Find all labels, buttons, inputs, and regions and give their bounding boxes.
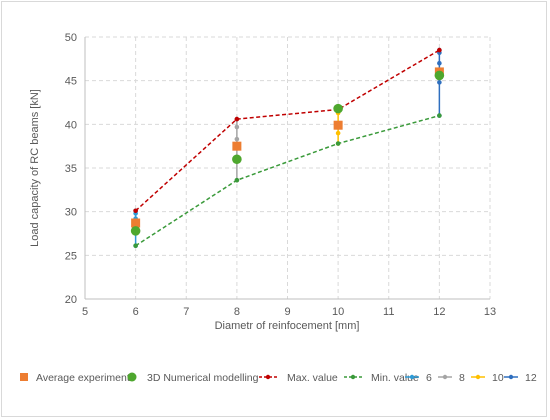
data-point [234, 177, 240, 183]
data-point [437, 60, 442, 66]
legend-label: 10 [492, 372, 504, 384]
data-point [437, 80, 442, 85]
data-point [234, 116, 240, 122]
data-point [232, 154, 242, 165]
x-axis-label: Diametr of reinfocement [mm] [215, 320, 360, 332]
data-point [437, 47, 442, 53]
y-tick-label: 35 [65, 163, 77, 175]
series-line [135, 49, 440, 212]
data-point [133, 208, 138, 214]
legend-label: 12 [525, 372, 537, 384]
data-point [131, 218, 141, 228]
data-point [130, 226, 141, 236]
x-tick-label: 8 [234, 306, 240, 318]
y-tick-label: 20 [65, 294, 77, 306]
legend-label: Average experiments [36, 372, 135, 384]
legend-item: 12 [504, 372, 537, 384]
series-12 [437, 47, 442, 118]
legend-label: 3D Numerical modelling [147, 372, 259, 384]
legend-item: 10 [471, 372, 504, 384]
legend-marker [508, 374, 514, 380]
y-tick-label: 45 [65, 76, 77, 88]
x-tick-label: 11 [383, 306, 394, 318]
legend-label: Max. value [287, 372, 338, 384]
x-tick-label: 9 [284, 306, 290, 318]
series-min-value [133, 113, 442, 249]
legend-label: 8 [459, 372, 465, 384]
x-tick-label: 10 [332, 306, 344, 318]
x-tick-label: 13 [484, 306, 496, 318]
legend-marker [475, 374, 481, 380]
legend-marker [442, 374, 448, 380]
series-3d-numerical-modelling [130, 70, 445, 236]
legend-item: Average experiments [20, 372, 135, 384]
data-point [234, 124, 240, 130]
data-point [434, 70, 445, 81]
legend-label: 6 [426, 372, 432, 384]
x-tick-label: 12 [433, 306, 445, 318]
y-tick-label: 40 [65, 119, 77, 131]
legend-label: Min. value [371, 372, 419, 384]
y-tick-label: 30 [65, 207, 77, 219]
y-axis-label: Load capacity of RC beams [kN] [29, 89, 41, 247]
x-tick-labels: 5 6 7 8 9 10 11 12 13 [82, 306, 496, 318]
legend-item: Max. value [259, 372, 338, 384]
x-tick-label: 7 [183, 306, 189, 318]
legend-item: 6 [405, 372, 432, 384]
x-tick-label: 5 [82, 306, 88, 318]
legend: Average experiments 3D Numerical modellin… [20, 372, 537, 384]
series-layer [130, 47, 445, 249]
legend-item: 3D Numerical modelling [127, 372, 259, 384]
series-average-experiments [131, 67, 444, 228]
data-point [437, 113, 442, 118]
data-point [335, 141, 341, 146]
legend-marker [265, 374, 271, 380]
data-point [335, 130, 341, 136]
data-point [333, 120, 343, 130]
grid [85, 36, 491, 299]
legend-marker [409, 374, 415, 380]
data-point [333, 103, 343, 114]
legend-marker [20, 373, 28, 381]
y-tick-labels: 20 25 30 35 40 45 50 [65, 32, 77, 306]
legend-marker [127, 372, 137, 382]
y-tick-label: 25 [65, 250, 77, 262]
x-tick-label: 6 [133, 306, 139, 318]
data-point [133, 243, 138, 249]
legend-marker [350, 374, 356, 380]
series-line [135, 114, 440, 247]
axes [84, 37, 490, 300]
legend-item: 8 [438, 372, 465, 384]
y-tick-label: 50 [65, 32, 77, 44]
legend-item: Min. value [344, 372, 419, 384]
data-point [232, 141, 242, 151]
data-point [234, 136, 240, 142]
